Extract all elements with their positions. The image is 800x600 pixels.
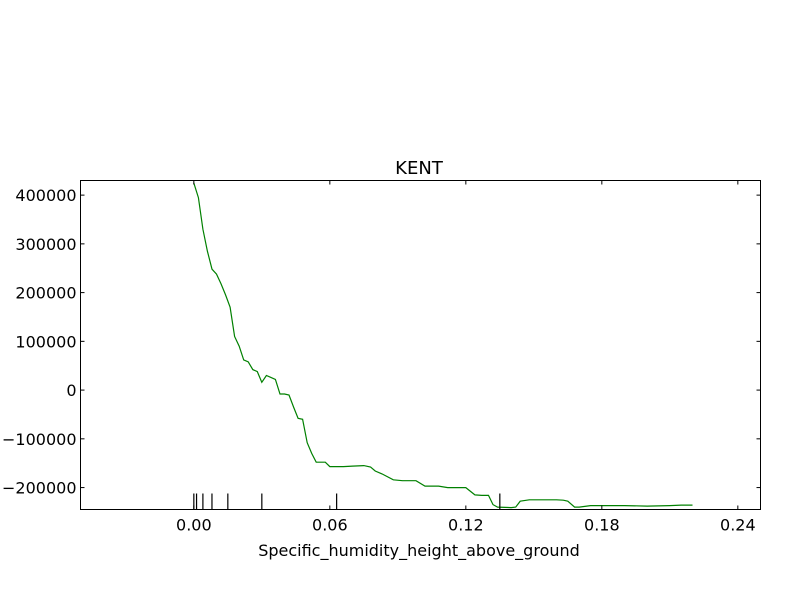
x-axis-label: Specific_humidity_height_above_ground [258,541,580,561]
y-tick-label: 0 [66,381,76,400]
y-tick-label: 400000 [15,186,76,205]
y-tick-label: −200000 [2,479,76,498]
x-tick-label: 0.06 [312,516,348,535]
x-tick-label: 0.12 [448,516,484,535]
x-tick-label: 0.24 [720,516,756,535]
plot-frame [80,180,761,510]
y-tick-label: −100000 [2,430,76,449]
axis-ticks [80,180,761,510]
x-tick-label: 0.18 [584,516,620,535]
y-tick-label: 200000 [15,284,76,303]
series-line-0 [193,182,693,509]
x-tick-label: 0.00 [176,516,212,535]
chart-title: KENT [395,158,444,179]
plot-area [193,182,693,510]
y-tick-label: 100000 [15,332,76,351]
y-tick-label: 300000 [15,235,76,254]
tick-labels: 0.00 0.06 0.12 0.18 0.24 400000 300000 200000 10… [2,186,756,534]
